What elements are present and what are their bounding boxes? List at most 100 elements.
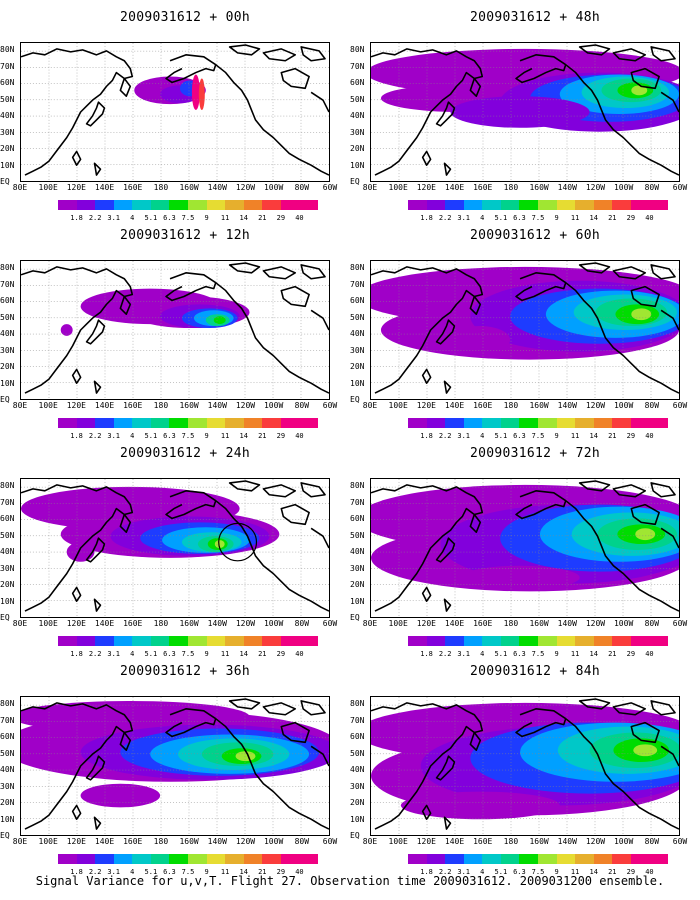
- colorbar-label: 14: [239, 650, 248, 658]
- longitude-tick-label: 140W: [557, 837, 577, 846]
- colorbar-label: 6.3: [163, 432, 176, 440]
- coastline: [71, 368, 102, 394]
- colorbar-label: 1.8: [70, 214, 83, 222]
- colorbar-label: 6.3: [163, 868, 176, 876]
- longitude-tick-label: 60W: [672, 619, 688, 628]
- forecast-panel: 2009031612 + 24h 80N 70N 60N 50N 40N 30N 20N 10N…: [0, 446, 337, 668]
- longitude-tick-label: 80E: [362, 401, 378, 410]
- longitude-tick-label: 160W: [179, 619, 199, 628]
- latitude-tick-label: 40N: [350, 329, 365, 339]
- coastline: [21, 484, 134, 612]
- longitude-tick-label: 80W: [294, 183, 310, 192]
- longitude-tick-label: 120E: [66, 619, 86, 628]
- colorbar-swatch: [575, 854, 594, 864]
- colorbar-swatch: [612, 636, 631, 646]
- latitude-tick-label: EQ: [350, 831, 360, 840]
- colorbar-label: 9: [554, 432, 559, 440]
- latitude-tick-label: 70N: [350, 497, 365, 507]
- latitude-tick-label: 10N: [0, 814, 15, 824]
- colorbar-label: 5.1: [144, 432, 158, 440]
- coastline: [165, 708, 329, 830]
- longitude-tick-label: 140W: [207, 183, 227, 192]
- latitude-tick-label: 80N: [350, 699, 365, 709]
- coastline: [280, 67, 329, 113]
- colorbar-swatch: [426, 418, 446, 428]
- colorbar-swatch: [243, 854, 263, 864]
- variance-shading: [198, 78, 205, 111]
- latitude-tick-label: 60N: [0, 732, 15, 742]
- coastline: [421, 586, 452, 612]
- colorbar-swatch: [299, 854, 319, 864]
- longitude-tick-label: 160E: [473, 183, 493, 192]
- variance-shading: [450, 326, 511, 354]
- colorbar-swatch: [556, 418, 576, 428]
- colorbar-swatch: [169, 854, 189, 864]
- longitude-tick-label: 120E: [416, 183, 436, 192]
- map-plot: [370, 260, 680, 400]
- colorbar-label: 6.3: [513, 868, 526, 876]
- colorbar-swatch: [206, 418, 226, 428]
- coastline: [435, 101, 456, 127]
- longitude-tick-label: 140W: [207, 619, 227, 628]
- coastline: [71, 150, 102, 176]
- colorbar-label: 21: [258, 432, 267, 440]
- longitude-tick-label: 80W: [644, 837, 660, 846]
- latitude-tick-label: 60N: [350, 514, 365, 524]
- colorbar-label: 29: [626, 214, 636, 222]
- colorbar-label: 6.3: [513, 214, 526, 222]
- colorbar-label: 21: [258, 868, 267, 876]
- longitude-tick-label: 100E: [38, 837, 58, 846]
- latitude-tick-label: 40N: [0, 111, 15, 121]
- colorbar-swatch: [463, 854, 483, 864]
- colorbar-label: 11: [570, 868, 580, 876]
- colorbar-swatch: [463, 200, 483, 210]
- colorbar-label: 1.8: [70, 868, 83, 876]
- latitude-tick-label: 30N: [0, 345, 15, 355]
- longitude-tick-label: 120W: [585, 401, 606, 410]
- coastline: [371, 702, 484, 830]
- latitude-tick-label: 30N: [0, 781, 15, 791]
- coastline: [21, 702, 134, 830]
- colorbar-swatch: [408, 418, 427, 428]
- latitude-tick-label: 10N: [350, 596, 365, 606]
- longitude-tick-label: 140W: [557, 183, 577, 192]
- colorbar-swatch: [150, 200, 170, 210]
- coastline: [21, 48, 134, 176]
- colorbar-swatch: [463, 418, 483, 428]
- longitude-tick-label: 80E: [12, 837, 28, 846]
- colorbar-swatch: [113, 200, 133, 210]
- colorbar-label: 3.1: [107, 214, 121, 222]
- colorbar-label: 40: [645, 432, 654, 440]
- colorbar-label: 7.5: [181, 214, 195, 222]
- latitude-tick-label: 20N: [350, 362, 365, 372]
- latitude-tick-label: 60N: [350, 296, 365, 306]
- map-plot: [20, 42, 330, 182]
- colorbar-label: 4: [480, 650, 485, 658]
- colorbar: [58, 418, 319, 428]
- colorbar-label: 11: [220, 214, 230, 222]
- latitude-tick-label: EQ: [350, 613, 360, 622]
- coastline: [228, 44, 326, 62]
- colorbar-swatch: [95, 636, 114, 646]
- latitude-tick-label: 20N: [350, 580, 365, 590]
- colorbar-swatch: [225, 854, 244, 864]
- colorbar-swatch: [206, 636, 226, 646]
- longitude-tick-label: 120E: [416, 619, 436, 628]
- colorbar-swatch: [206, 854, 226, 864]
- coastline: [228, 698, 326, 716]
- colorbar-label: 11: [570, 650, 580, 658]
- colorbar-swatch: [76, 200, 96, 210]
- coastline: [469, 77, 482, 98]
- colorbar-swatch: [299, 200, 319, 210]
- colorbar-label: 5.1: [494, 214, 508, 222]
- colorbar-swatch: [463, 636, 483, 646]
- latitude-tick-label: 60N: [0, 78, 15, 88]
- longitude-tick-label: 140E: [94, 401, 115, 410]
- longitude-tick-label: 100W: [613, 183, 634, 192]
- colorbar-label: 21: [608, 868, 617, 876]
- coastline: [515, 490, 679, 612]
- colorbar-label: 29: [276, 868, 286, 876]
- longitude-tick-label: 120E: [416, 401, 436, 410]
- colorbar-swatch: [280, 636, 300, 646]
- forecast-panel: 2009031612 + 36h 80N 70N 60N 50N 40N 30N 20N 10N…: [0, 664, 337, 886]
